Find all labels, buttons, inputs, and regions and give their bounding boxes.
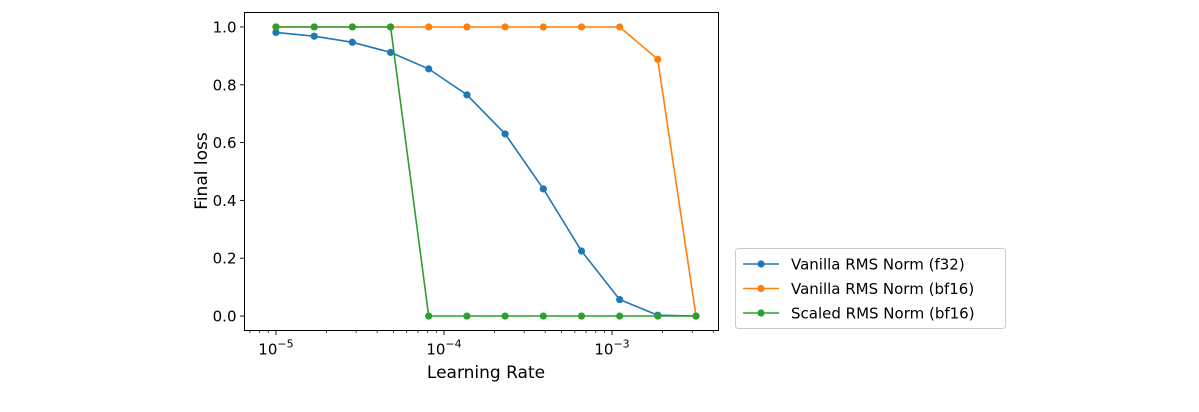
legend: Vanilla RMS Norm (f32) Vanilla RMS Norm (… xyxy=(735,248,1006,329)
data-point xyxy=(425,312,433,320)
legend-item: Vanilla RMS Norm (bf16) xyxy=(743,280,974,298)
legend-item: Scaled RMS Norm (bf16) xyxy=(743,305,975,323)
data-point xyxy=(654,312,662,320)
data-point xyxy=(577,247,586,255)
series-line xyxy=(275,26,697,317)
y-tick-label: 0.6 xyxy=(213,134,237,152)
legend-marker xyxy=(757,309,765,317)
legend-frame xyxy=(735,248,1006,329)
legend-item: Vanilla RMS Norm (f32) xyxy=(743,256,965,274)
data-point xyxy=(616,312,624,320)
x-tick-label: 10−4 xyxy=(426,338,461,359)
data-point xyxy=(272,23,280,31)
series-1 xyxy=(272,23,700,320)
y-axis-label: Final loss xyxy=(192,132,212,210)
data-point xyxy=(348,38,356,46)
data-point xyxy=(463,312,471,320)
data-point xyxy=(654,55,662,63)
x-tick-label: 10−5 xyxy=(258,338,293,359)
data-point xyxy=(310,23,318,31)
y-tick-label: 1.0 xyxy=(213,18,237,36)
data-point xyxy=(463,91,471,99)
data-point xyxy=(501,130,509,138)
y-tick-label: 0.8 xyxy=(213,76,237,94)
legend-label: Scaled RMS Norm (bf16) xyxy=(791,305,975,323)
data-point xyxy=(310,32,318,40)
data-point xyxy=(577,23,586,31)
data-point xyxy=(539,312,547,320)
data-point xyxy=(616,295,624,304)
data-point xyxy=(425,65,433,73)
legend-label: Vanilla RMS Norm (bf16) xyxy=(791,280,974,298)
data-point xyxy=(272,28,280,37)
data-point xyxy=(386,48,395,56)
y-tick-label: 0.2 xyxy=(213,250,237,268)
data-point xyxy=(501,23,509,31)
data-point xyxy=(501,312,509,320)
data-point xyxy=(425,23,433,31)
y-tick-label: 0.4 xyxy=(213,192,237,210)
y-tick-label: 0.0 xyxy=(213,308,237,326)
series-line xyxy=(275,31,697,317)
series-line xyxy=(275,26,696,317)
data-point xyxy=(539,185,547,193)
legend-label: Vanilla RMS Norm (f32) xyxy=(791,256,965,274)
legend-marker xyxy=(757,260,765,268)
data-point xyxy=(539,23,547,31)
data-point xyxy=(616,23,624,31)
axes-frame xyxy=(244,12,719,331)
data-point xyxy=(692,312,700,320)
data-point xyxy=(577,312,586,320)
x-axis-label: Learning Rate xyxy=(427,363,545,383)
data-point xyxy=(386,23,395,31)
data-point xyxy=(348,23,356,31)
data-point xyxy=(463,23,471,31)
x-tick-label: 10−3 xyxy=(594,338,629,359)
series-2 xyxy=(272,23,700,320)
series-0 xyxy=(272,28,700,320)
legend-marker xyxy=(757,284,765,293)
